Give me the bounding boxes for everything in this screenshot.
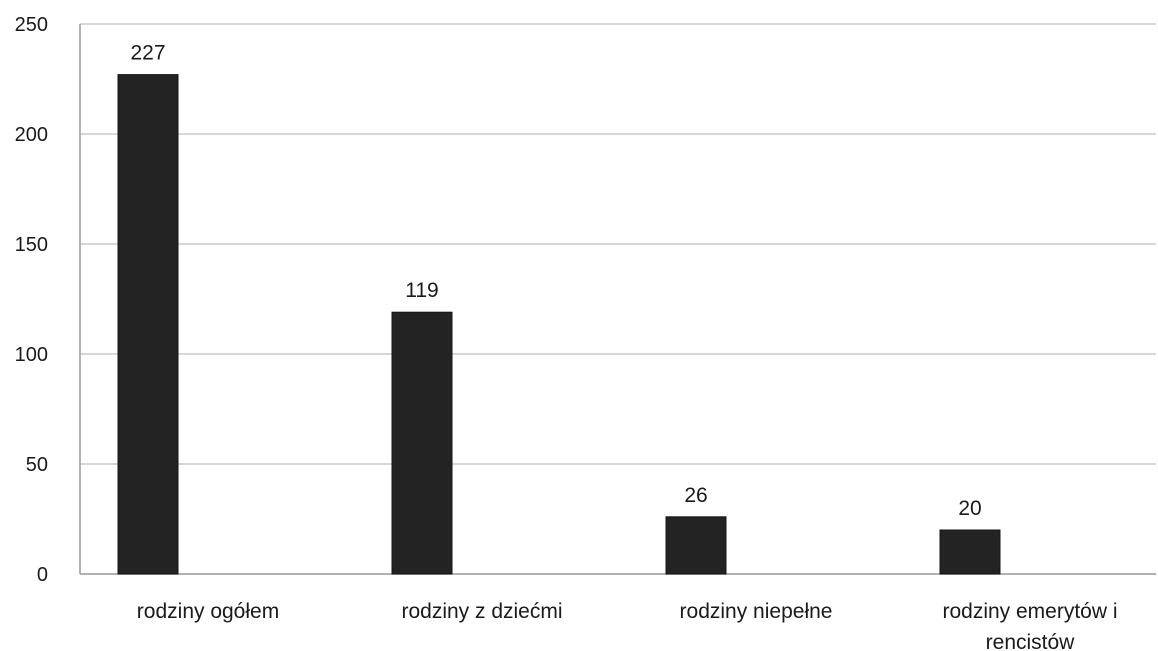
y-tick-label-0: 0 [37,564,48,586]
category-label-2: rodziny niepełne [680,600,833,623]
category-label-line: rodziny niepełne [680,600,833,623]
gridlines [80,23,1156,465]
bars [117,74,1001,575]
data-label-1: 119 [405,279,438,302]
data-label-0: 227 [130,42,165,65]
data-label-2: 26 [684,484,707,507]
y-tick-label-50: 50 [26,454,48,476]
axes [79,24,1156,575]
category-label-3: rodziny emerytów i rencistów [942,600,1117,651]
data-label-3: 20 [958,497,981,520]
y-tick-label-100: 100 [15,344,48,366]
category-labels: rodziny ogółem rodziny z dziećmi rodziny n… [137,600,1118,651]
y-tick-label-200: 200 [15,124,48,146]
bar-1 [391,311,453,575]
category-label-1: rodziny z dziećmi [401,600,562,623]
y-tick-label-150: 150 [15,234,48,256]
bar-2 [665,516,727,575]
category-label-0: rodziny ogółem [137,600,279,623]
data-labels: 227 119 26 20 [130,42,981,520]
category-label-line: rodziny ogółem [137,600,279,623]
bar-0 [117,74,179,575]
category-label-line: rodziny z dziećmi [401,600,562,623]
category-label-line: rencistów [986,631,1076,651]
y-tick-label-250: 250 [15,14,48,36]
bar-3 [939,529,1001,575]
y-tick-labels: 0 50 100 150 200 250 [15,14,48,586]
category-label-line: rodziny emerytów i [942,600,1117,623]
